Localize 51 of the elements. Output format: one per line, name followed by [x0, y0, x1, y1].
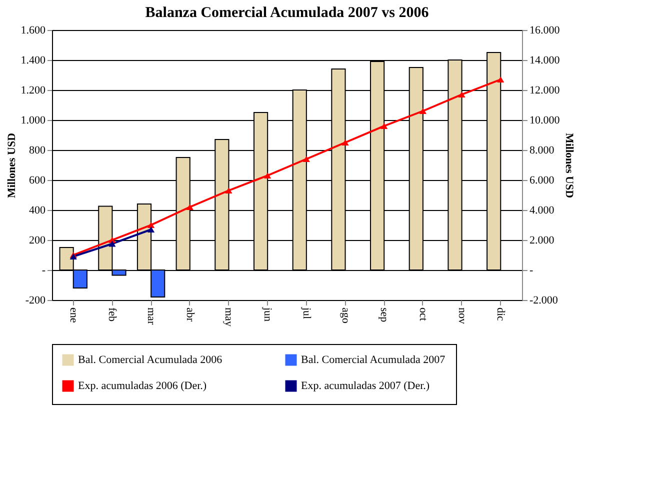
x-tick-label: sep [378, 308, 390, 323]
point [108, 240, 116, 247]
y2-tick-label: - [530, 264, 534, 276]
x-tick-label: may [222, 308, 235, 327]
chart-title: Balanza Comercial Acumulada 2007 vs 2006 [145, 5, 430, 21]
y2-tick-label: 16.000 [530, 24, 560, 36]
y2-tick-label: 6.000 [530, 174, 555, 186]
y-axis-title: Millones USD [6, 132, 18, 198]
y2-tick-label: 4.000 [530, 204, 555, 216]
point [148, 226, 155, 233]
point [342, 139, 349, 146]
y-tick-label: -200 [25, 294, 46, 306]
x-tick-label: feb [106, 308, 118, 322]
y-tick-label: 1.400 [20, 54, 46, 66]
y2-tick-label: 14.000 [530, 54, 560, 66]
point [380, 122, 388, 130]
legend-label: Bal. Comercial Acumulada 2007 [301, 354, 446, 366]
x-tick-label: jul [300, 306, 312, 320]
point [302, 156, 310, 162]
y-tick-label: 1.600 [20, 24, 46, 36]
x-tick-label: mar [145, 308, 158, 325]
y-tick-label: 200 [29, 234, 46, 246]
x-tick-label: ene [67, 308, 80, 323]
y2-axis-title: Millones USD [562, 132, 575, 198]
x-tick-label: abr [184, 308, 196, 322]
x-tick-label: jun [262, 306, 274, 322]
y-tick-label: 1.200 [20, 84, 46, 96]
x-tick-label: ago [339, 308, 352, 324]
point [497, 76, 504, 83]
point [225, 187, 232, 194]
x-tick-label: dic [494, 308, 507, 322]
x-tick-label: oct [416, 308, 429, 321]
y-tick-label: 800 [29, 144, 46, 156]
legend-label: Exp. acumuladas 2006 (Der.) [78, 380, 207, 392]
point [148, 222, 155, 228]
y-tick-label: - [42, 264, 46, 276]
legend-label: Bal. Comercial Acumulada 2006 [78, 354, 223, 366]
legend-label: Exp. acumuladas 2007 (Der.) [301, 380, 430, 392]
y-tick-label: 600 [29, 174, 46, 186]
y2-tick-label: 8.000 [530, 144, 555, 156]
y2-tick-label: 2.000 [530, 234, 555, 246]
y2-tick-label: 10.000 [530, 114, 560, 126]
y-tick-label: 400 [29, 204, 46, 216]
y2-tick-label: 12.000 [530, 84, 560, 96]
point [419, 108, 426, 114]
y-tick-label: 1.000 [20, 114, 46, 126]
point [186, 204, 194, 210]
y2-tick-label: -2.000 [530, 294, 558, 306]
point [264, 172, 272, 179]
x-tick-label: nov [456, 308, 468, 324]
point [458, 91, 466, 98]
